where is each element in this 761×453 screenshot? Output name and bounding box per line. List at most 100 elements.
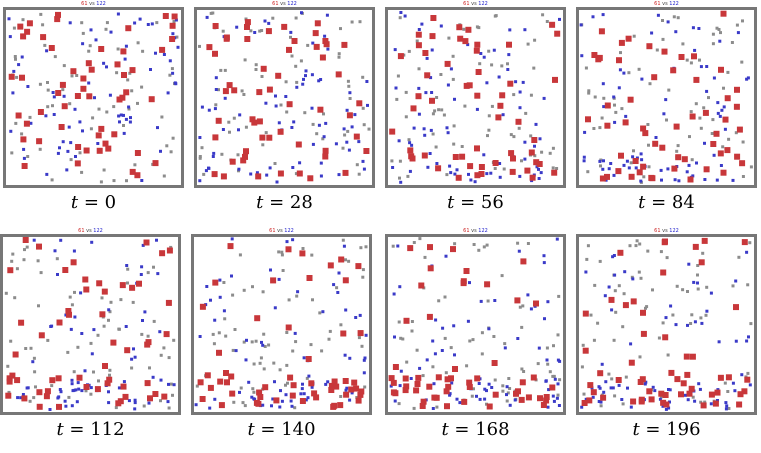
neutral-marker	[655, 48, 659, 52]
blue-agent-marker	[223, 96, 227, 100]
neutral-marker	[445, 173, 449, 177]
neutral-marker	[37, 304, 40, 308]
red-agent-marker	[741, 388, 748, 395]
neutral-marker	[405, 360, 409, 364]
blue-agent-marker	[70, 404, 74, 408]
blue-agent-marker	[686, 398, 690, 402]
team-count-header: 61 vs 122	[576, 0, 757, 8]
neutral-marker	[14, 57, 17, 61]
blue-agent-marker	[250, 395, 254, 399]
neutral-marker	[162, 346, 166, 350]
blue-agent-marker	[324, 121, 328, 125]
neutral-marker	[107, 318, 110, 322]
blue-agent-marker	[238, 390, 241, 394]
neutral-marker	[242, 288, 246, 292]
neutral-marker	[172, 338, 176, 342]
blue-agent-marker	[274, 104, 278, 108]
neutral-marker	[39, 12, 43, 16]
neutral-marker	[487, 128, 491, 132]
red-agent-marker	[524, 167, 531, 174]
blue-agent-marker	[230, 237, 234, 241]
neutral-marker	[696, 273, 699, 277]
neutral-marker	[630, 275, 634, 279]
red-agent-marker	[519, 379, 526, 386]
red-agent-marker	[552, 76, 558, 83]
neutral-marker	[635, 239, 639, 243]
blue-agent-marker	[475, 394, 478, 398]
red-agent-marker	[474, 145, 480, 152]
blue-agent-marker	[90, 240, 94, 244]
caption-equals: =	[645, 192, 672, 213]
timestep-value: 56	[480, 192, 504, 213]
blue-agent-marker	[31, 360, 35, 364]
red-agent-marker	[197, 379, 204, 386]
neutral-marker	[501, 384, 505, 388]
blue-agent-marker	[408, 141, 412, 145]
blue-agent-marker	[337, 173, 341, 177]
red-agent-marker	[134, 172, 141, 179]
neutral-marker	[396, 74, 400, 78]
neutral-marker	[480, 331, 484, 335]
blue-agent-marker	[718, 114, 722, 118]
neutral-marker	[339, 27, 342, 31]
neutral-marker	[634, 244, 638, 248]
red-agent-marker	[48, 45, 55, 51]
neutral-marker	[585, 257, 589, 261]
blue-agent-marker	[171, 32, 175, 36]
neutral-marker	[160, 115, 164, 119]
red-agent-marker	[36, 403, 43, 410]
neutral-marker	[589, 313, 593, 317]
blue-agent-marker	[445, 126, 449, 130]
red-agent-marker	[277, 128, 284, 135]
neutral-marker	[68, 102, 72, 106]
red-agent-marker	[129, 168, 136, 175]
blue-agent-marker	[159, 149, 162, 153]
red-agent-marker	[357, 391, 364, 398]
blue-agent-marker	[45, 172, 49, 176]
red-agent-marker	[218, 402, 225, 409]
blue-agent-marker	[75, 400, 79, 404]
neutral-marker	[364, 245, 368, 249]
neutral-marker	[171, 136, 175, 140]
neutral-marker	[169, 150, 173, 154]
red-agent-marker	[144, 380, 151, 387]
neutral-marker	[20, 132, 24, 136]
blue-agent-marker	[423, 133, 427, 137]
red-agent-marker	[478, 171, 485, 177]
neutral-marker	[532, 66, 536, 70]
red-agent-marker	[37, 109, 44, 115]
red-agent-marker	[59, 81, 66, 88]
neutral-marker	[493, 167, 497, 170]
red-agent-marker	[533, 159, 540, 166]
blue-agent-marker	[319, 78, 323, 81]
neutral-marker	[251, 387, 255, 391]
blue-agent-marker	[301, 382, 304, 386]
neutral-marker	[357, 172, 361, 176]
blue-agent-marker	[348, 398, 352, 402]
neutral-marker	[231, 293, 235, 297]
neutral-marker	[667, 88, 671, 92]
red-agent-marker	[478, 164, 485, 170]
blue-agent-marker	[453, 97, 456, 101]
red-agent-marker	[712, 400, 719, 407]
red-agent-marker	[466, 379, 473, 386]
red-agent-marker	[56, 319, 63, 326]
blue-agent-marker	[166, 91, 170, 95]
red-agent-marker	[474, 41, 481, 48]
blue-agent-marker	[44, 114, 48, 118]
blue-agent-marker	[347, 148, 351, 152]
blue-agent-marker	[230, 274, 233, 278]
blue-agent-marker	[709, 291, 713, 295]
blue-agent-marker	[176, 45, 180, 49]
neutral-marker	[344, 258, 347, 262]
blue-agent-marker	[455, 397, 459, 401]
blue-agent-marker	[450, 381, 454, 385]
blue-agent-marker	[265, 173, 269, 177]
neutral-marker	[284, 80, 288, 84]
red-agent-marker	[338, 256, 345, 263]
neutral-marker	[689, 110, 693, 114]
blue-agent-marker	[523, 157, 527, 161]
blue-agent-marker	[538, 137, 542, 141]
blue-agent-marker	[598, 386, 602, 390]
red-agent-marker	[224, 379, 230, 386]
